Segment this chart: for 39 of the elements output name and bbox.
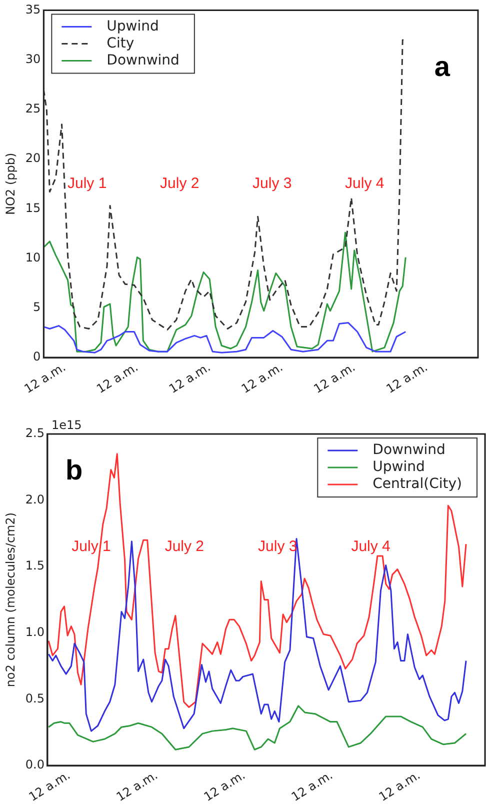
y-tick-label: 30 <box>25 52 41 66</box>
y-axis-title: NO2 (ppb) <box>3 152 18 215</box>
legend-label: Downwind <box>372 442 446 458</box>
y-tick-label: 2.0 <box>25 492 44 506</box>
x-tick-label: 12 a.m. <box>384 360 430 396</box>
x-tick-label: 12 a.m. <box>238 360 286 396</box>
y-tick-label: 0.5 <box>25 691 44 706</box>
text: a <box>434 50 450 82</box>
legend-label: City <box>106 35 134 52</box>
annotation: July 2 <box>160 175 200 192</box>
text: 1e15 <box>51 418 82 432</box>
y-tick-label: 2.5 <box>25 426 44 440</box>
y-tick-label: 35 <box>25 2 41 16</box>
x-tick-label: 12 a.m. <box>376 768 423 804</box>
annotation: July 3 <box>252 175 292 192</box>
legend-label: Upwind <box>372 459 425 476</box>
y-tick-label: 5 <box>33 300 41 314</box>
annotation: July 4 <box>351 538 390 555</box>
y-tick-label: 1.5 <box>25 558 44 573</box>
x-tick-label: 12 a.m. <box>288 768 336 804</box>
x-tick-label: 12 a.m. <box>94 360 140 396</box>
annotation: July 1 <box>72 538 111 555</box>
annotation: July 2 <box>164 538 204 555</box>
text: b <box>65 454 83 486</box>
x-tick-label: 12 a.m. <box>166 360 213 396</box>
legend-label: Upwind <box>106 18 159 34</box>
legend-label: Downwind <box>106 52 180 68</box>
legend-label: Central(City) <box>372 476 462 492</box>
y-tick-label: 15 <box>25 200 41 215</box>
x-tick-label: 12 a.m. <box>311 360 358 396</box>
y-tick-label: 20 <box>25 151 41 166</box>
y-tick-label: 25 <box>25 102 41 116</box>
x-tick-label: 12 a.m. <box>114 768 160 804</box>
x-tick-label: 12 a.m. <box>201 768 248 804</box>
y-tick-label: 10 <box>25 250 41 264</box>
annotation: July 1 <box>68 175 107 192</box>
y-axis-title: no2 column (molecules/cm2) <box>3 512 18 688</box>
y-tick-label: 1.0 <box>25 625 44 640</box>
annotation: July 4 <box>345 175 384 192</box>
